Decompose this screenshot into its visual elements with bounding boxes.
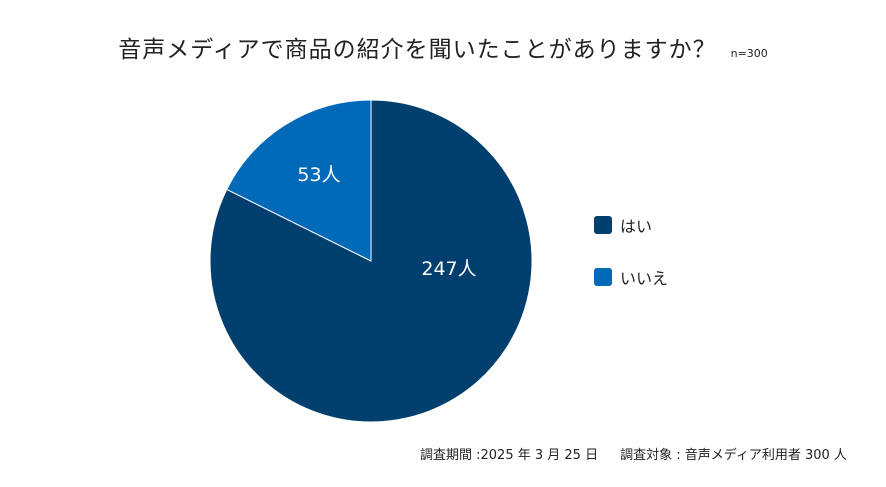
slice-label-yes: 247人 <box>421 258 476 280</box>
slice-label-no: 53人 <box>297 164 340 186</box>
legend-item-yes: はい <box>594 213 668 237</box>
sample-size-label: n=300 <box>730 47 768 60</box>
survey-target: 調査対象 : 音声メディア利用者 300 人 <box>620 448 847 463</box>
pie-slice-no <box>226 99 372 262</box>
legend-item-no: いいえ <box>594 265 668 289</box>
legend-label-yes: はい <box>620 217 653 236</box>
survey-period: 調査期間 :2025 年 3 月 25 日 <box>420 448 599 463</box>
chart-title-text: 音声メディアで商品の紹介を聞いたことがありますか？ <box>118 37 717 63</box>
legend: はい いいえ <box>594 213 668 317</box>
survey-footer: 調査期間 :2025 年 3 月 25 日 調査対象 : 音声メディア利用者 30… <box>420 444 847 463</box>
legend-label-no: いいえ <box>620 269 669 288</box>
legend-swatch-yes <box>594 216 612 234</box>
chart-title: 音声メディアで商品の紹介を聞いたことがありますか？ n=300 <box>0 30 886 64</box>
pie-slice-yes <box>209 99 533 423</box>
legend-swatch-no <box>594 268 612 286</box>
